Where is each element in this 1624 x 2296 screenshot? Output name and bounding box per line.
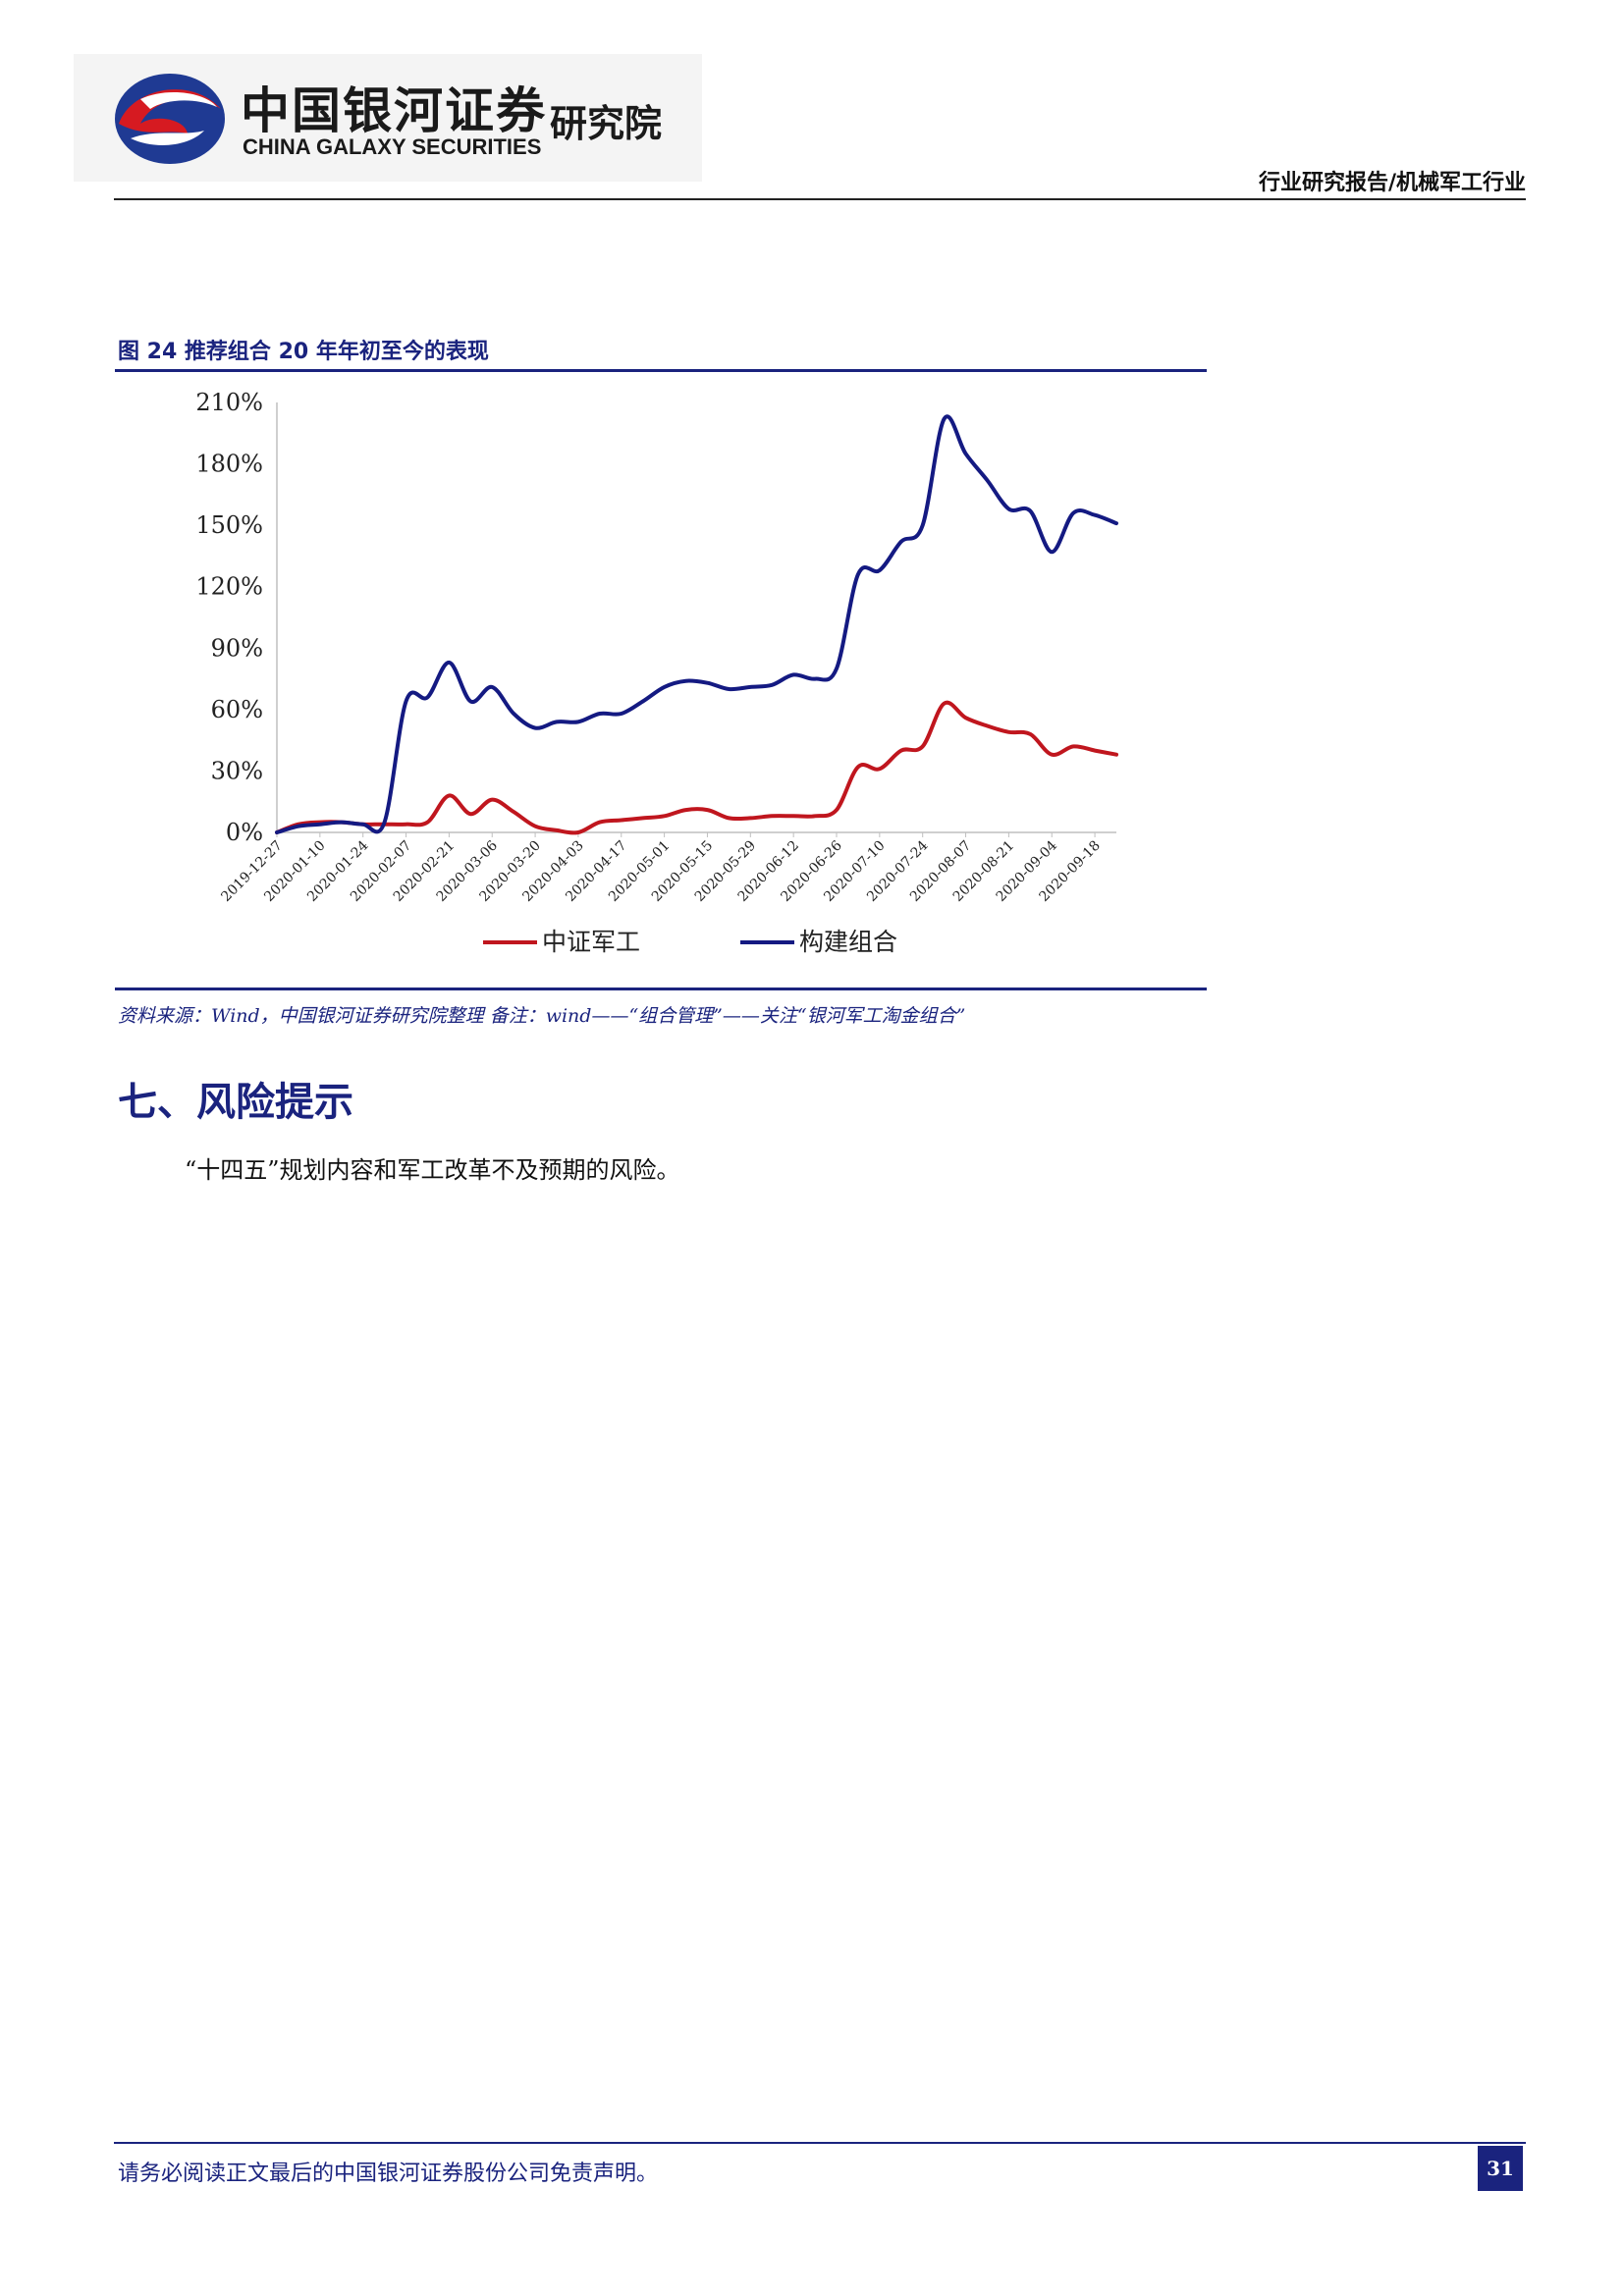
section-paragraph: “十四五”规划内容和军工改革不及预期的风险。	[185, 1156, 680, 1184]
page-number: 31	[1478, 2146, 1523, 2191]
y-tick-label: 120%	[195, 573, 263, 601]
y-tick-label: 0%	[226, 819, 263, 846]
legend-label: 中证军工	[542, 928, 640, 956]
series-line-0	[275, 700, 1118, 835]
y-tick-label: 150%	[195, 511, 263, 539]
y-axis: 0% 30% 60% 90% 120% 150% 180% 210%	[195, 389, 278, 846]
footer-disclaimer: 请务必阅读正文最后的中国银河证券股份公司免责声明。	[118, 2162, 659, 2186]
x-axis: 2019-12-272020-01-102020-01-242020-02-07…	[218, 831, 1116, 905]
legend-label: 构建组合	[799, 928, 897, 956]
y-tick-label: 210%	[195, 389, 263, 416]
logo-chinese-name: 中国银河证券	[241, 82, 547, 139]
chart-legend: 中证军工 构建组合	[483, 928, 897, 956]
company-logo: 中国银河证券 CHINA GALAXY SECURITIES 研究院	[74, 54, 702, 182]
report-category: 行业研究报告/机械军工行业	[1258, 171, 1526, 195]
y-tick-label: 90%	[211, 634, 263, 662]
y-tick-label: 60%	[211, 696, 263, 723]
series-lines	[275, 414, 1118, 835]
figure-bottom-rule	[115, 988, 1207, 990]
figure-top-rule	[115, 369, 1207, 372]
figure-title: 图 24 推荐组合 20 年年初至今的表现	[118, 340, 489, 364]
logo-institute: 研究院	[550, 102, 663, 145]
logo-english-name: CHINA GALAXY SECURITIES	[243, 134, 542, 159]
footer-divider	[114, 2142, 1526, 2144]
section-title: 七、风险提示	[118, 1080, 353, 1125]
y-tick-label: 30%	[211, 757, 263, 784]
line-chart: 0% 30% 60% 90% 120% 150% 180% 210% 2019-12-2720…	[195, 389, 1118, 956]
figure-source-note: 资料来源：Wind，中国银河证券研究院整理 备注：wind——“组合管理”——关…	[118, 1005, 966, 1027]
header-divider	[114, 198, 1526, 200]
galaxy-logo-icon	[115, 74, 225, 164]
series-line-1	[275, 414, 1118, 834]
y-tick-label: 180%	[195, 451, 263, 478]
